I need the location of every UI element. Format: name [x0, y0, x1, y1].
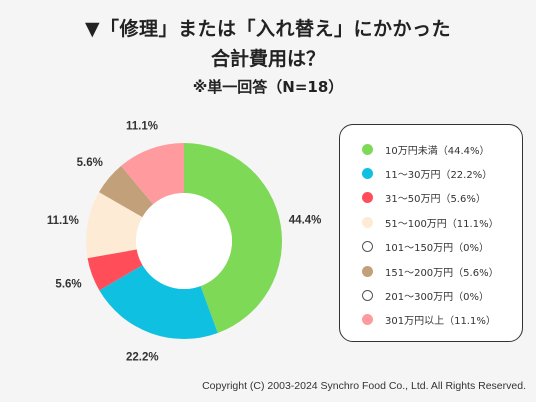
legend-label: 201〜300万円（0%）: [385, 291, 490, 303]
donut-hole: [136, 193, 232, 289]
donut-slice: [85, 192, 143, 259]
legend-item: 101〜150万円（0%）: [362, 240, 489, 254]
legend-label: 11〜30万円（22.2%）: [385, 169, 493, 181]
legend-label: 151〜200万円（5.6%）: [385, 267, 499, 279]
legend-label: 31〜50万円（5.6%）: [385, 194, 486, 206]
chart-title-line2: 合計費用は？: [210, 48, 325, 70]
legend-swatch: [362, 216, 373, 228]
legend-item: 31〜50万円（5.6%）: [362, 191, 486, 205]
legend-swatch: [362, 167, 373, 179]
legend-label: 301万円以上（11.1%）: [385, 316, 496, 328]
donut-slice: [87, 249, 143, 291]
legend-item: 51〜100万円（11.1%）: [362, 215, 499, 230]
chart-subtitle: ※単一回答（N=18）: [192, 78, 344, 96]
legend-swatch: [362, 143, 373, 155]
legend-item: 151〜200万円（5.6%）: [362, 264, 499, 279]
legend-label: 51〜100万円（11.1%）: [385, 218, 499, 230]
chart-title-line1: ▼「修理」または「入れ替え」にかかった: [84, 18, 452, 40]
legend-swatch: [362, 265, 373, 277]
legend-item: 301万円以上（11.1%）: [362, 313, 496, 327]
legend: 10万円未満（44.4%） 11〜30万円（22.2%） 31〜50万円（5.6%）…: [339, 124, 523, 342]
slice-data-label: 22.2%: [126, 352, 159, 364]
legend-label: 101〜150万円（0%）: [385, 243, 490, 255]
slice-data-label: 5.6%: [77, 157, 103, 169]
legend-label: 10万円未満（44.4%）: [385, 145, 490, 157]
legend-item: 10万円未満（44.4%）: [362, 142, 490, 157]
slice-data-label: 44.4%: [289, 214, 322, 226]
legend-swatch: [362, 289, 373, 301]
legend-swatch: [362, 314, 373, 326]
donut-slice: [121, 143, 184, 205]
legend-swatch: [362, 192, 373, 204]
slice-data-label: 5.6%: [55, 278, 81, 290]
slice-data-label: 11.1%: [47, 215, 79, 227]
donut-slice: [99, 165, 154, 218]
legend-item: 201〜300万円（0%）: [362, 288, 490, 303]
copyright-notice: Copyright (C) 2003-2024 Synchro Food Co.…: [202, 380, 526, 392]
donut-slice: [184, 143, 282, 333]
legend-item: 11〜30万円（22.2%）: [362, 166, 493, 181]
donut-slice: [99, 265, 218, 339]
slice-data-label: 11.1%: [126, 120, 158, 132]
legend-swatch: [362, 241, 373, 253]
